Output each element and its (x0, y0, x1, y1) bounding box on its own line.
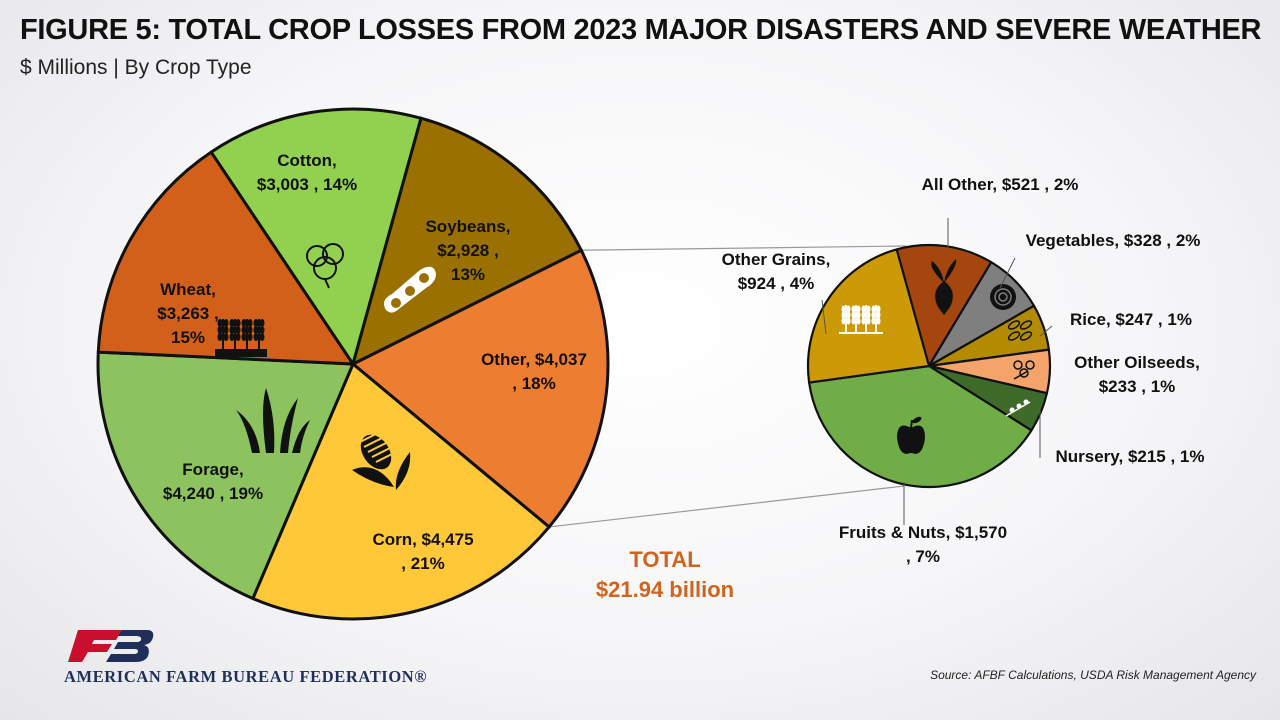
main-label-other: Other, $4,037 , 18% (481, 350, 587, 393)
nursery-icon (1005, 399, 1031, 417)
other-breakdown-label-rice: Rice, $247 , 1% (1070, 310, 1192, 329)
main-label-corn: Corn, $4,475 , 21% (372, 530, 473, 573)
onion-icon (990, 284, 1016, 310)
main-label-line: Forage, (182, 460, 243, 479)
other-breakdown-label-nursery: Nursery, $215 , 1% (1056, 447, 1205, 466)
main-label-line: $3,003 , 14% (257, 175, 357, 194)
grain-icon (839, 305, 883, 334)
beet-icon (931, 259, 957, 315)
other-breakdown-label-line: , 7% (906, 547, 940, 566)
main-label-line: $4,240 , 19% (163, 484, 263, 503)
main-label-wheat: Wheat, $3,263 , 15% (157, 280, 218, 347)
main-label-line: $2,928 , (437, 241, 498, 260)
other-breakdown-label-other-oilseeds: Other Oilseeds, $233 , 1% (1074, 353, 1200, 396)
grass-icon (236, 388, 310, 453)
main-label-cotton: Cotton, $3,003 , 14% (257, 151, 357, 194)
other-breakdown-leader-other-grains (821, 299, 827, 335)
total-callout: TOTAL $21.94 billion (570, 545, 760, 605)
main-label-line: Cotton, (277, 151, 336, 170)
other-breakdown-label-vegetables: Vegetables, $328 , 2% (1026, 231, 1201, 250)
corn-icon (352, 431, 411, 490)
apple-icon (897, 416, 925, 454)
afbf-logo (68, 630, 154, 662)
other-breakdown-label-line: Other Oilseeds, (1074, 353, 1200, 372)
main-pie (96, 107, 610, 621)
main-slice-other (351, 248, 610, 529)
chart-title: FIGURE 5: TOTAL CROP LOSSES FROM 2023 MA… (20, 14, 1262, 46)
total-label: TOTAL (629, 547, 701, 572)
other-breakdown-label-line: $924 , 4% (738, 274, 815, 293)
other-breakdown-label-all-other: All Other, $521 , 2% (922, 175, 1079, 194)
other-breakdown-label-fruits-nuts: Fruits & Nuts, $1,570 , 7% (839, 523, 1007, 566)
soybean-icon (384, 266, 436, 313)
chart-subtitle: $ Millions | By Crop Type (20, 56, 252, 79)
main-label-line: Other, $4,037 (481, 350, 587, 369)
org-name: AMERICAN FARM BUREAU FEDERATION® (64, 667, 428, 686)
other-breakdown-label-line: All Other, $521 , 2% (922, 175, 1079, 194)
main-label-line: 15% (171, 328, 205, 347)
connector-line-bottom (549, 485, 905, 528)
other-breakdown-label-line: Vegetables, $328 , 2% (1026, 231, 1201, 250)
other-breakdown-pie (806, 243, 1052, 489)
main-label-line: 13% (451, 265, 485, 284)
other-breakdown-label-line: Fruits & Nuts, $1,570 (839, 523, 1007, 542)
other-breakdown-leader-rice (1039, 325, 1053, 337)
main-label-line: Corn, $4,475 (372, 530, 473, 549)
wheat-icon (215, 319, 267, 357)
main-label-forage: Forage, $4,240 , 19% (163, 460, 263, 503)
main-slice-soybeans (351, 116, 583, 366)
source-note: Source: AFBF Calculations, USDA Risk Man… (930, 668, 1256, 682)
oilseed-icon (1013, 360, 1035, 380)
main-label-line: Soybeans, (425, 217, 510, 236)
total-value: $21.94 billion (595, 577, 735, 602)
other-breakdown-leader-vegetables (999, 257, 1016, 289)
logo-f-shape (68, 630, 122, 662)
main-slice-cotton (209, 107, 423, 366)
rice-icon (1007, 320, 1033, 341)
logo-b-shape (106, 630, 154, 662)
other-breakdown-label-line: Rice, $247 , 1% (1070, 310, 1192, 329)
main-label-line: $3,263 , (157, 304, 218, 323)
other-breakdown-label-line: Nursery, $215 , 1% (1056, 447, 1205, 466)
other-breakdown-label-line: $233 , 1% (1099, 377, 1176, 396)
main-label-line: , 21% (401, 554, 444, 573)
main-slice-wheat (96, 150, 355, 366)
main-label-line: Wheat, (160, 280, 216, 299)
main-label-soybeans: Soybeans, $2,928 , 13% (425, 217, 510, 284)
cotton-icon (306, 243, 344, 289)
other-breakdown-label-line: Other Grains, (722, 250, 831, 269)
main-label-line: , 18% (512, 374, 555, 393)
connector-line-top (581, 245, 907, 251)
other-breakdown-label-other-grains: Other Grains, $924 , 4% (722, 250, 831, 293)
